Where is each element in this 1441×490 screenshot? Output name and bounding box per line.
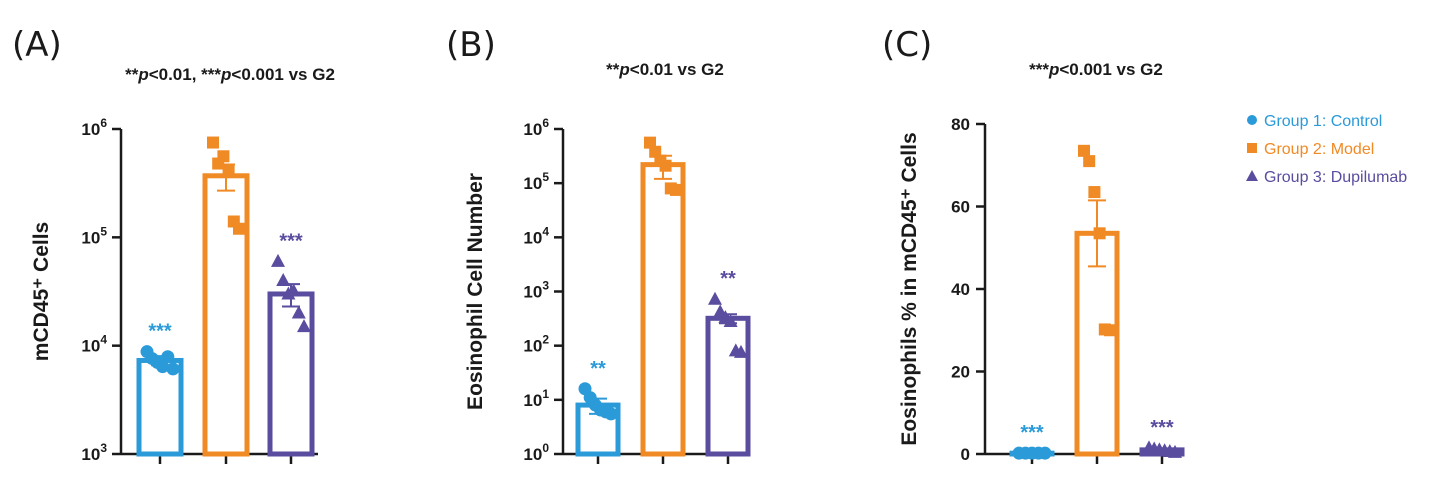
significance-label: *** bbox=[1020, 422, 1044, 444]
data-point bbox=[734, 344, 748, 358]
data-point bbox=[644, 136, 656, 149]
chart-subtitle: ***p<0.001 vs G2 bbox=[1029, 60, 1163, 79]
significance-label: ** bbox=[720, 268, 736, 290]
data-point bbox=[207, 136, 219, 149]
legend-label: Group 1: Control bbox=[1264, 113, 1382, 130]
data-point bbox=[708, 291, 722, 305]
y-axis-label: mCD45⁺ Cells bbox=[30, 222, 53, 361]
legend-circle-icon bbox=[1247, 115, 1257, 125]
significance-label: *** bbox=[148, 321, 172, 343]
legend-label: Group 3: Dupilumab bbox=[1264, 169, 1407, 186]
data-point bbox=[233, 222, 245, 235]
data-point bbox=[276, 272, 291, 286]
legend-square-icon bbox=[1247, 143, 1257, 153]
bar bbox=[202, 173, 250, 457]
data-point bbox=[1104, 324, 1116, 337]
panel-a: (A) **p<0.01, ***p<0.001 vs G2 mCD45⁺ Cell… bbox=[12, 25, 335, 464]
bar bbox=[705, 315, 751, 457]
bar bbox=[640, 162, 686, 457]
panel-letter: (C) bbox=[882, 25, 932, 65]
legend-triangle-icon bbox=[1246, 170, 1258, 181]
panel-letter: (A) bbox=[12, 25, 62, 65]
data-point bbox=[156, 360, 170, 374]
data-point bbox=[161, 350, 175, 364]
y-tick-label: 105 bbox=[523, 170, 549, 193]
bar bbox=[1074, 230, 1120, 457]
data-point bbox=[1078, 144, 1090, 157]
data-point bbox=[291, 305, 306, 319]
y-tick-label: 80 bbox=[951, 115, 970, 134]
data-point bbox=[1038, 446, 1052, 460]
y-tick-label: 105 bbox=[81, 224, 107, 247]
data-point bbox=[1093, 227, 1106, 240]
significance-label: *** bbox=[1150, 417, 1174, 439]
y-tick-label: 102 bbox=[523, 333, 549, 356]
legend-item: Group 1: Control bbox=[1247, 113, 1382, 130]
legend: Group 1: Control Group 2: Model Group 3: D… bbox=[1246, 113, 1407, 186]
data-point bbox=[271, 253, 285, 267]
significance-label: *** bbox=[279, 230, 303, 252]
data-point bbox=[723, 313, 738, 327]
y-axis-label: Eosinophils % in mCD45⁺ Cells bbox=[898, 132, 921, 445]
panel-letter: (B) bbox=[446, 25, 496, 65]
data-point bbox=[297, 319, 311, 333]
data-point bbox=[604, 407, 618, 421]
chart-subtitle: **p<0.01, ***p<0.001 vs G2 bbox=[125, 65, 335, 84]
y-tick-label: 60 bbox=[951, 198, 970, 217]
data-point bbox=[1088, 186, 1101, 199]
data-point bbox=[286, 283, 301, 297]
data-point bbox=[1083, 155, 1096, 168]
data-point bbox=[222, 163, 235, 176]
panel-c: (C) ***p<0.001 vs G2 Eosinophils % in mCD4… bbox=[882, 25, 1185, 464]
y-tick-label: 101 bbox=[523, 387, 549, 410]
data-point bbox=[670, 183, 682, 196]
panel-b: (B) **p<0.01 vs G2 Eosinophil Cell Number 1… bbox=[446, 25, 751, 464]
y-tick-label: 20 bbox=[951, 363, 970, 382]
data-point bbox=[1168, 444, 1182, 458]
legend-item: Group 2: Model bbox=[1247, 141, 1374, 158]
y-tick-label: 0 bbox=[961, 445, 970, 464]
y-tick-label: 104 bbox=[523, 224, 549, 247]
y-axis-label: Eosinophil Cell Number bbox=[464, 173, 487, 410]
y-tick-label: 103 bbox=[81, 441, 107, 464]
bar bbox=[267, 291, 315, 457]
y-tick-label: 106 bbox=[81, 116, 107, 139]
y-tick-label: 40 bbox=[951, 280, 970, 299]
y-tick-label: 104 bbox=[81, 333, 107, 356]
chart-subtitle: **p<0.01 vs G2 bbox=[606, 60, 724, 79]
data-point bbox=[217, 150, 230, 163]
y-tick-label: 106 bbox=[523, 116, 549, 139]
legend-label: Group 2: Model bbox=[1264, 141, 1374, 158]
data-point bbox=[659, 159, 672, 172]
y-tick-label: 100 bbox=[523, 441, 549, 464]
y-tick-label: 103 bbox=[523, 279, 549, 302]
legend-item: Group 3: Dupilumab bbox=[1246, 169, 1407, 186]
data-point bbox=[166, 362, 180, 376]
significance-label: ** bbox=[590, 358, 606, 380]
